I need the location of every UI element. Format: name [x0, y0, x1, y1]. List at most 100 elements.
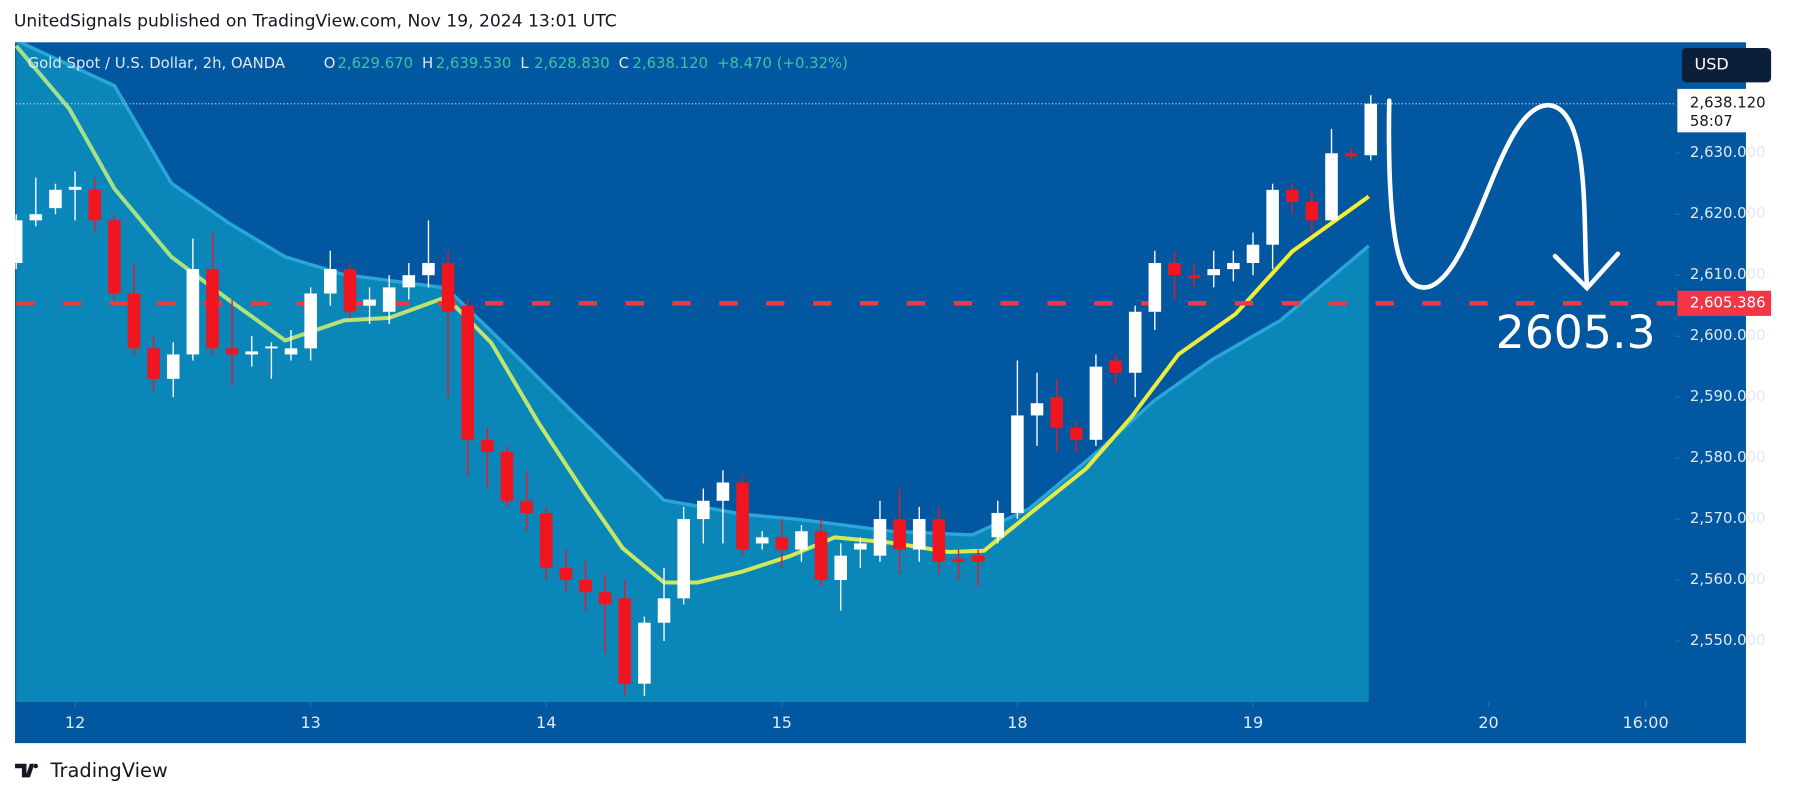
level-annotation: 2605.3	[1496, 306, 1656, 359]
candle-body	[265, 346, 278, 349]
y-tick-label: 2,620.000	[1690, 204, 1766, 222]
y-tick-label: 2,630.000	[1690, 143, 1766, 161]
x-tick-label: 14	[536, 713, 556, 732]
candle-body	[991, 512, 1005, 538]
currency-button[interactable]	[1681, 48, 1772, 83]
candle-body	[422, 263, 435, 276]
candle-body	[29, 214, 43, 221]
candle-body	[461, 305, 474, 440]
candle-body	[1148, 263, 1162, 312]
y-tick-label: 2,560.000	[1690, 570, 1766, 588]
y-tick-label: 2,590.000	[1690, 387, 1766, 405]
overlay	[1386, 98, 1621, 292]
brand-name: TradingView	[49, 759, 167, 782]
candle-body	[520, 500, 533, 513]
level-box	[1677, 290, 1772, 316]
candle-body	[1364, 103, 1378, 156]
x-tick-label: 19	[1243, 713, 1263, 732]
candle-body	[834, 555, 847, 581]
candle-body	[755, 537, 769, 544]
countdown: 58:07	[1690, 112, 1733, 130]
candle-body	[1109, 360, 1122, 373]
candle-body	[324, 269, 337, 294]
last-price-label: 2,638.120	[1690, 94, 1766, 112]
candle-body	[1089, 366, 1103, 440]
candle-body	[971, 555, 985, 562]
candle-body	[1030, 403, 1044, 416]
candle-body	[206, 269, 219, 349]
y-tick-label: 2,550.000	[1690, 631, 1766, 649]
candle-body	[225, 348, 239, 355]
candle-body	[854, 543, 867, 550]
candle-body	[88, 189, 101, 221]
candle-body	[68, 186, 82, 190]
last-price-box	[1677, 88, 1769, 133]
candle-body	[343, 269, 357, 312]
candle-body	[15, 220, 23, 264]
chart-title: Gold Spot / U.S. Dollar, 2h, OANDA	[28, 54, 286, 72]
ohlc-key: L	[520, 54, 529, 72]
ohlc-key: H	[422, 54, 433, 72]
candle-body	[1207, 269, 1221, 276]
candle-body	[873, 519, 887, 556]
candle-body	[952, 558, 965, 562]
x-tick-label: 15	[772, 713, 792, 732]
candle-body	[1128, 311, 1142, 373]
candle-body	[598, 592, 612, 605]
candle-body	[49, 189, 62, 209]
candle-body	[638, 622, 651, 684]
plot	[15, 42, 1676, 702]
x-tick-label: 20	[1478, 713, 1498, 732]
candle-body	[559, 567, 573, 581]
candle-body	[539, 512, 553, 568]
candle-body	[382, 287, 396, 312]
candle-body	[912, 519, 926, 550]
candle-body	[1011, 415, 1024, 513]
brand-logo	[15, 763, 38, 778]
candle-body	[402, 275, 416, 288]
y-tick-label: 2,570.000	[1690, 509, 1766, 527]
candle-body	[814, 531, 828, 581]
ohlc-value: 2,628.830	[534, 54, 610, 72]
ohlc-value: 2,638.120	[632, 54, 708, 72]
x-tick-label: 16:00	[1623, 713, 1669, 732]
candle-body	[147, 348, 160, 379]
x-tick-label: 13	[300, 713, 320, 732]
candle-body	[500, 452, 514, 501]
candle-body	[245, 351, 259, 355]
ohlc-key: O	[324, 54, 336, 72]
candle-body	[108, 220, 121, 294]
x-tick-label: 12	[65, 713, 85, 732]
level-label: 2,605.386	[1690, 293, 1766, 311]
candle-body	[304, 293, 317, 349]
publisher: UnitedSignals published on TradingView.c…	[14, 12, 617, 32]
candle-body	[736, 482, 749, 550]
candle-body	[1187, 275, 1201, 279]
candle-body	[657, 598, 671, 623]
currency-label: USD	[1695, 55, 1729, 74]
x-tick-label: 18	[1007, 713, 1027, 732]
candle-body	[1050, 397, 1063, 428]
brand: TradingView	[15, 759, 168, 782]
candle-body	[1168, 263, 1181, 276]
candle-body	[1344, 153, 1358, 157]
candle-body	[795, 531, 808, 550]
y-tick-label: 2,600.000	[1690, 326, 1766, 344]
band-area	[16, 42, 1369, 702]
y-tick-label: 2,580.000	[1690, 448, 1766, 466]
candle-body	[1070, 427, 1083, 440]
candle-body	[481, 439, 494, 453]
candle-body	[1246, 244, 1260, 264]
candle-body	[441, 263, 455, 312]
candle-body	[284, 348, 298, 355]
candle-body	[677, 519, 690, 599]
candle-body	[1325, 153, 1338, 221]
y-tick-label: 2,610.000	[1690, 265, 1766, 283]
candle-body	[127, 293, 141, 349]
ohlc-value: 2,639.530	[436, 54, 512, 72]
drawing-arrowhead	[1552, 251, 1621, 292]
candle-body	[186, 269, 200, 355]
candle-body	[363, 299, 376, 306]
